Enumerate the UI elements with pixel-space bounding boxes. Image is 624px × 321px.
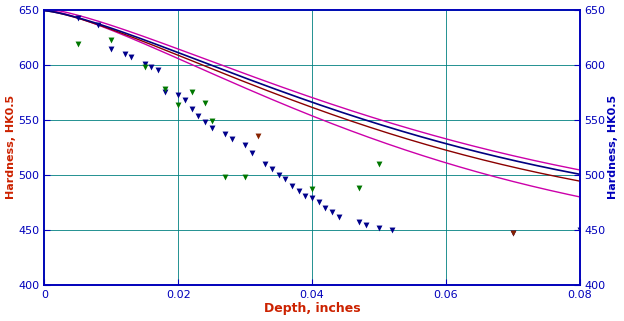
- Point: [187, 106, 197, 111]
- Point: [200, 119, 210, 125]
- Point: [180, 97, 190, 102]
- Point: [160, 90, 170, 95]
- Point: [160, 86, 170, 91]
- Point: [207, 126, 217, 131]
- Point: [294, 189, 304, 194]
- Point: [140, 61, 150, 66]
- Point: [280, 177, 290, 182]
- Point: [334, 214, 344, 219]
- Point: [73, 41, 83, 46]
- Point: [361, 223, 371, 228]
- Point: [106, 47, 116, 52]
- Point: [327, 210, 337, 215]
- Point: [388, 227, 397, 232]
- Y-axis label: Hardness, HK0.5: Hardness, HK0.5: [608, 95, 618, 199]
- Point: [307, 195, 317, 200]
- Point: [227, 137, 236, 142]
- Point: [354, 220, 364, 225]
- Point: [173, 103, 183, 108]
- Point: [374, 225, 384, 230]
- Point: [320, 205, 330, 210]
- Point: [300, 193, 310, 198]
- Point: [575, 227, 585, 232]
- Point: [187, 90, 197, 95]
- Point: [240, 143, 250, 148]
- Point: [153, 67, 163, 73]
- Point: [106, 38, 116, 43]
- Point: [354, 185, 364, 190]
- Point: [260, 161, 270, 166]
- Point: [140, 64, 150, 69]
- Point: [253, 134, 263, 139]
- Point: [220, 131, 230, 136]
- Point: [120, 51, 130, 56]
- Point: [287, 183, 297, 188]
- Point: [307, 187, 317, 192]
- Point: [207, 118, 217, 123]
- Point: [314, 200, 324, 205]
- Point: [220, 174, 230, 179]
- Point: [273, 172, 283, 177]
- Point: [193, 114, 203, 119]
- X-axis label: Depth, inches: Depth, inches: [264, 302, 360, 316]
- Point: [93, 22, 103, 28]
- Point: [173, 93, 183, 98]
- Point: [73, 16, 83, 21]
- Point: [200, 100, 210, 106]
- Y-axis label: Hardness, HK0.5: Hardness, HK0.5: [6, 95, 16, 199]
- Point: [508, 230, 518, 236]
- Point: [508, 230, 518, 236]
- Point: [267, 167, 277, 172]
- Point: [374, 161, 384, 166]
- Point: [147, 64, 157, 69]
- Point: [246, 150, 256, 155]
- Point: [240, 174, 250, 179]
- Point: [126, 54, 136, 59]
